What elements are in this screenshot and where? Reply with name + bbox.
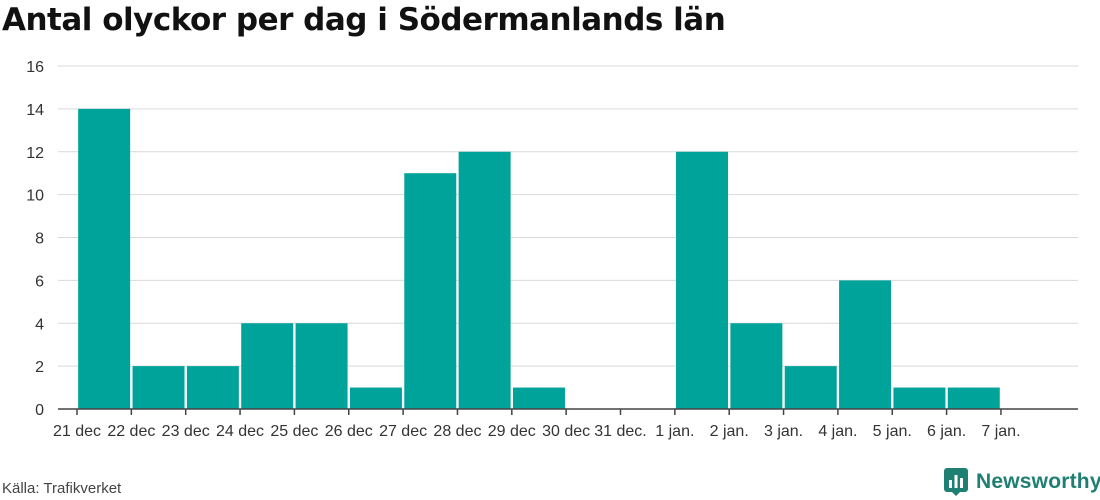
bar: [947, 387, 1000, 409]
bar: [78, 108, 131, 410]
bar: [676, 151, 729, 409]
bar: [186, 366, 239, 410]
bar-chart-logo-icon: [944, 468, 968, 496]
x-tick-label: 2 jan.: [710, 423, 749, 440]
bar: [730, 323, 783, 409]
x-tick-label: 21 dec: [53, 423, 101, 440]
x-tick-label: 6 jan.: [927, 423, 966, 440]
bar: [893, 387, 946, 409]
y-tick-label: 14: [26, 102, 44, 119]
y-tick-label: 0: [35, 402, 44, 419]
chart-title: Antal olyckor per dag i Södermanlands lä…: [2, 2, 726, 38]
y-tick-label: 16: [26, 59, 44, 76]
bar: [512, 387, 565, 409]
y-tick-label: 12: [26, 145, 44, 162]
x-tick-label: 5 jan.: [873, 423, 912, 440]
x-tick-label: 29 dec: [488, 423, 536, 440]
x-tick-label: 30 dec: [542, 423, 590, 440]
brand-logo[interactable]: Newsworthy: [944, 468, 1100, 496]
gridlines: [58, 65, 1078, 367]
brand-name: Newsworthy: [976, 470, 1100, 493]
bar: [295, 323, 348, 409]
x-tick-label: 28 dec: [433, 423, 481, 440]
x-tick-label: 24 dec: [216, 423, 264, 440]
x-tick-label: 31 dec.: [594, 423, 646, 440]
x-tick-label: 26 dec: [325, 423, 373, 440]
bar: [349, 387, 402, 409]
bar: [241, 323, 294, 409]
y-tick-label: 2: [35, 359, 44, 376]
x-tick-label: 1 jan.: [655, 423, 694, 440]
bar: [784, 366, 837, 410]
x-tick-label: 23 dec: [162, 423, 210, 440]
bar: [839, 280, 892, 410]
x-tick-label: 4 jan.: [818, 423, 857, 440]
bar: [404, 173, 457, 409]
bars: [78, 108, 1000, 410]
source-note: Källa: Trafikverket: [2, 480, 122, 497]
bar: [458, 151, 511, 409]
y-axis-ticks: 0 2 4 6 8 10 12 14 16: [26, 59, 44, 419]
y-tick-label: 8: [35, 231, 44, 248]
bar: [132, 366, 185, 410]
x-tick-label: 7 jan.: [981, 423, 1020, 440]
y-tick-label: 6: [35, 273, 44, 290]
x-tick-label: 25 dec: [270, 423, 318, 440]
bar-chart: 0 2 4 6 8 10 12 14 16 21 dec 22 dec 23 dec 24 dec 25…: [26, 59, 1078, 440]
y-tick-label: 4: [35, 316, 44, 333]
x-tick-label: 22 dec: [107, 423, 155, 440]
x-tick-label: 3 jan.: [764, 423, 803, 440]
y-tick-label: 10: [26, 188, 44, 205]
x-tick-label: 27 dec: [379, 423, 427, 440]
x-axis-ticks: 21 dec 22 dec 23 dec 24 dec 25 dec 26 dec 27 d…: [53, 409, 1021, 440]
